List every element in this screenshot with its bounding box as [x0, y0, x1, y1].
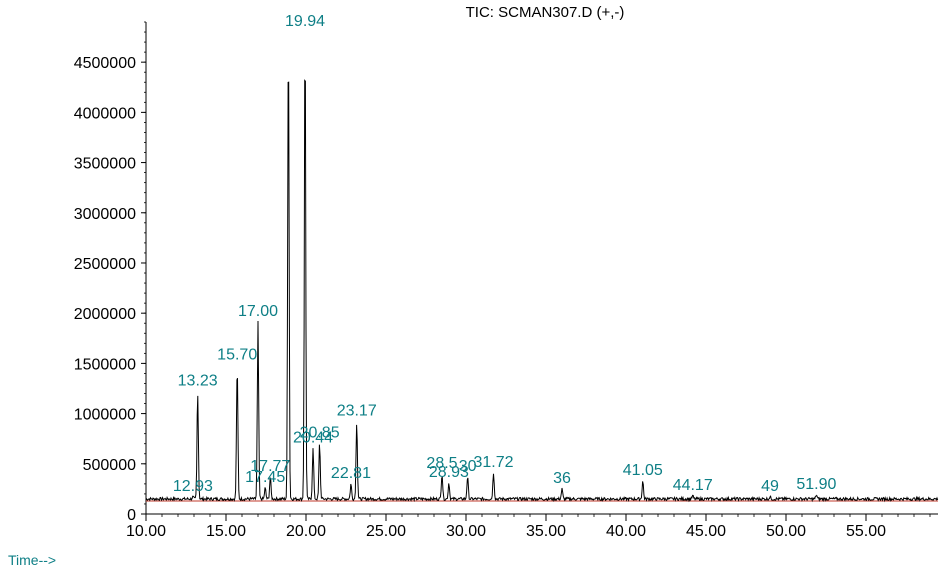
- x-tick-label: 40.00: [606, 523, 646, 540]
- peak-label: 17.45: [245, 469, 285, 486]
- peak-label: 28.93: [429, 464, 469, 481]
- x-axis-label: Time-->: [8, 552, 57, 568]
- x-tick-label: 10.00: [126, 523, 166, 540]
- y-tick-label: 3500000: [74, 156, 136, 173]
- peak-label: 12.93: [173, 478, 213, 495]
- y-tick-label: 4000000: [74, 105, 136, 122]
- x-tick-label: 50.00: [766, 523, 806, 540]
- y-tick-label: 2000000: [74, 306, 136, 323]
- peak-label: 20.44: [293, 430, 333, 447]
- peak-label: 51.90: [796, 476, 836, 493]
- x-tick-label: 55.00: [846, 523, 886, 540]
- y-tick-label: 500000: [83, 457, 136, 474]
- x-tick-label: 15.00: [206, 523, 246, 540]
- peak-label: 28.5: [426, 455, 457, 472]
- y-tick-label: 2500000: [74, 256, 136, 273]
- peak-label: 23.17: [337, 403, 377, 420]
- peak-label: 17.00: [238, 303, 278, 320]
- x-tick-label: 30.00: [446, 523, 486, 540]
- peak-label: 22.81: [331, 465, 371, 482]
- x-tick-label: 35.00: [526, 523, 566, 540]
- y-tick-label: 4500000: [74, 55, 136, 72]
- y-tick-label: 1000000: [74, 407, 136, 424]
- peak-label: 17.77: [250, 458, 290, 475]
- peak-label: 31.72: [473, 454, 513, 471]
- x-tick-label: 45.00: [686, 523, 726, 540]
- peak-label: 20.85: [300, 425, 340, 442]
- x-tick-label: 20.00: [286, 523, 326, 540]
- peak-label: 44.17: [673, 477, 713, 494]
- peak-label: 19.94: [285, 13, 325, 30]
- peak-label: 36: [553, 470, 571, 487]
- peak-label: 49: [761, 478, 779, 495]
- y-tick-label: 3000000: [74, 206, 136, 223]
- x-tick-label: 25.00: [366, 523, 406, 540]
- y-tick-label: 0: [127, 507, 136, 524]
- peak-label: 15.70: [217, 346, 257, 363]
- chart-title: TIC: SCMAN307.D (+,-): [466, 4, 625, 21]
- peak-label: 30: [459, 458, 477, 475]
- y-tick-label: 1500000: [74, 356, 136, 373]
- peak-label: 41.05: [623, 462, 663, 479]
- tic-trace: [145, 79, 939, 503]
- peak-label: 13.23: [178, 373, 218, 390]
